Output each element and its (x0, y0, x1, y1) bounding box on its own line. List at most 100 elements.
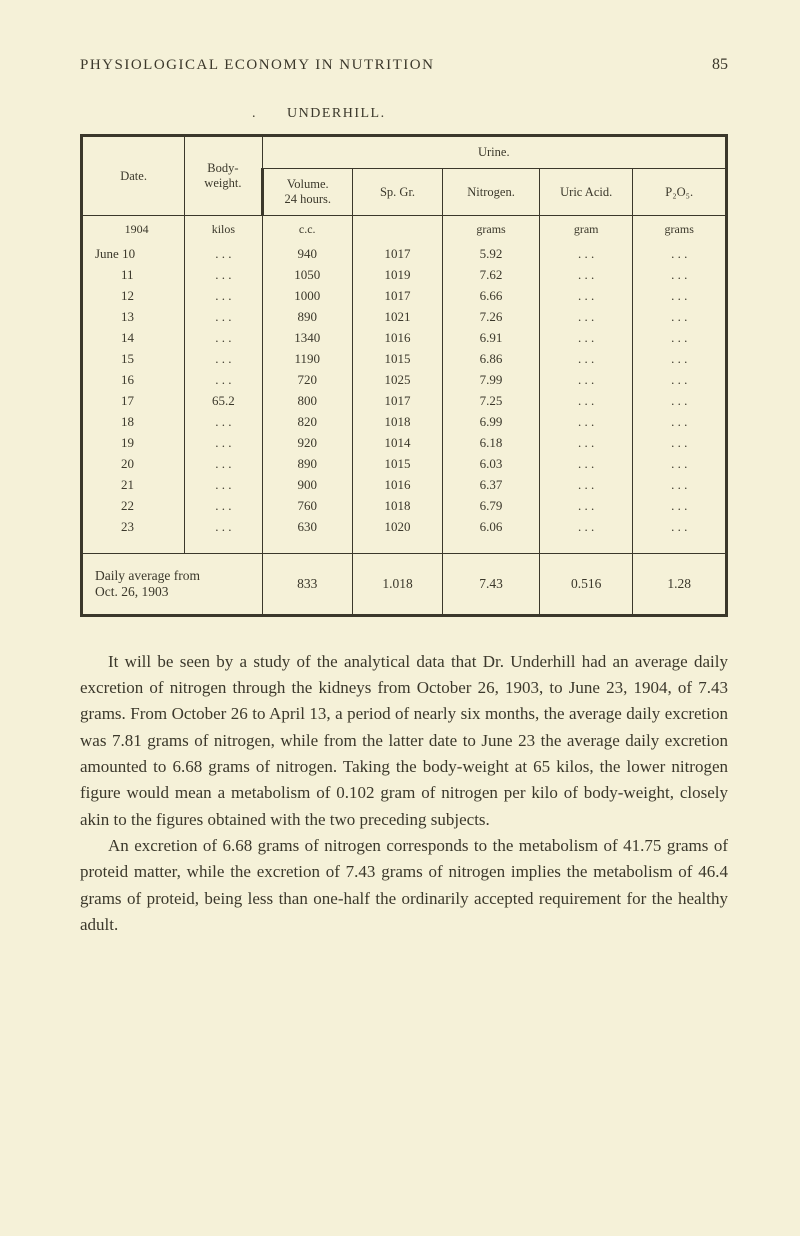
unit-date: 1904 (82, 216, 185, 244)
unit-nit: grams (443, 216, 540, 244)
cell-vol: 890 (262, 453, 352, 474)
cell-date: 16 (82, 369, 185, 390)
cell-p: . . . (633, 495, 727, 516)
cell-vol: 940 (262, 243, 352, 264)
cell-weight: . . . (185, 306, 262, 327)
footer-nit: 7.43 (443, 553, 540, 615)
cell-vol: 920 (262, 432, 352, 453)
cell-nit: 5.92 (443, 243, 540, 264)
cell-vol: 720 (262, 369, 352, 390)
table-row: 18. . .82010186.99. . .. . . (82, 411, 727, 432)
cell-uric: . . . (539, 411, 633, 432)
cell-sp: 1016 (352, 327, 442, 348)
cell-nit: 6.79 (443, 495, 540, 516)
cell-sp: 1015 (352, 348, 442, 369)
table-row: 14. . .134010166.91. . .. . . (82, 327, 727, 348)
cell-uric: . . . (539, 327, 633, 348)
cell-uric: . . . (539, 369, 633, 390)
th-sp-gr: Sp. Gr. (352, 169, 442, 216)
table-row: 19. . .92010146.18. . .. . . (82, 432, 727, 453)
cell-weight: . . . (185, 432, 262, 453)
cell-date: 11 (82, 264, 185, 285)
table-row: 16. . .72010257.99. . .. . . (82, 369, 727, 390)
cell-sp: 1017 (352, 243, 442, 264)
cell-weight: . . . (185, 285, 262, 306)
page-header: PHYSIOLOGICAL ECONOMY IN NUTRITION 85 (80, 56, 728, 74)
footer-p2o5: 1.28 (633, 553, 727, 615)
cell-weight: . . . (185, 348, 262, 369)
cell-nit: 6.06 (443, 516, 540, 537)
cell-p: . . . (633, 306, 727, 327)
cell-p: . . . (633, 264, 727, 285)
th-urine: Urine. (262, 136, 726, 169)
body-paragraph-2: An excretion of 6.68 grams of nitrogen c… (80, 833, 728, 938)
table-row: 12. . .100010176.66. . .. . . (82, 285, 727, 306)
footer-sp: 1.018 (352, 553, 442, 615)
cell-uric: . . . (539, 348, 633, 369)
cell-p: . . . (633, 453, 727, 474)
cell-weight: . . . (185, 474, 262, 495)
footer-label: Daily average from Oct. 26, 1903 (82, 553, 263, 615)
cell-sp: 1018 (352, 411, 442, 432)
cell-uric: . . . (539, 264, 633, 285)
cell-nit: 6.18 (443, 432, 540, 453)
cell-uric: . . . (539, 306, 633, 327)
unit-row: 1904 kilos c.c. grams gram grams (82, 216, 727, 244)
cell-weight: . . . (185, 327, 262, 348)
cell-nit: 7.26 (443, 306, 540, 327)
cell-date: 13 (82, 306, 185, 327)
table-row: 1765.280010177.25. . .. . . (82, 390, 727, 411)
cell-p: . . . (633, 516, 727, 537)
cell-nit: 7.62 (443, 264, 540, 285)
cell-date: 15 (82, 348, 185, 369)
cell-nit: 7.25 (443, 390, 540, 411)
cell-vol: 800 (262, 390, 352, 411)
cell-date: 20 (82, 453, 185, 474)
cell-date: 22 (82, 495, 185, 516)
unit-uric: gram (539, 216, 633, 244)
cell-sp: 1017 (352, 390, 442, 411)
cell-date: June 10 (82, 243, 185, 264)
th-body-weight: Body- weight. (185, 136, 262, 216)
cell-date: 14 (82, 327, 185, 348)
cell-vol: 900 (262, 474, 352, 495)
cell-weight: . . . (185, 495, 262, 516)
cell-p: . . . (633, 432, 727, 453)
cell-p: . . . (633, 285, 727, 306)
table-row: 11. . .105010197.62. . .. . . (82, 264, 727, 285)
table-row: 20. . .89010156.03. . .. . . (82, 453, 727, 474)
cell-weight: . . . (185, 453, 262, 474)
urine-data-table: Date. Body- weight. Urine. Volume. 24 ho… (80, 134, 728, 617)
cell-weight: . . . (185, 264, 262, 285)
table-row: 15. . .119010156.86. . .. . . (82, 348, 727, 369)
cell-uric: . . . (539, 390, 633, 411)
page-number: 85 (712, 56, 728, 74)
table-body: 1904 kilos c.c. grams gram grams June 10… (82, 216, 727, 554)
cell-weight: 65.2 (185, 390, 262, 411)
cell-weight: . . . (185, 411, 262, 432)
cell-vol: 1050 (262, 264, 352, 285)
cell-sp: 1017 (352, 285, 442, 306)
cell-uric: . . . (539, 453, 633, 474)
spacer-row (82, 537, 727, 553)
table-row: 13. . .89010217.26. . .. . . (82, 306, 727, 327)
running-title: PHYSIOLOGICAL ECONOMY IN NUTRITION (80, 57, 434, 74)
table-footer-row: Daily average from Oct. 26, 1903 833 1.0… (82, 553, 727, 615)
cell-date: 12 (82, 285, 185, 306)
cell-sp: 1016 (352, 474, 442, 495)
table-row: 23. . .63010206.06. . .. . . (82, 516, 727, 537)
cell-weight: . . . (185, 369, 262, 390)
body-paragraph-1: It will be seen by a study of the analyt… (80, 649, 728, 833)
th-date: Date. (82, 136, 185, 216)
th-uric-acid: Uric Acid. (539, 169, 633, 216)
cell-vol: 1000 (262, 285, 352, 306)
cell-p: . . . (633, 390, 727, 411)
cell-p: . . . (633, 411, 727, 432)
cell-sp: 1015 (352, 453, 442, 474)
th-p2o5: P₂O₅. (633, 169, 727, 216)
cell-p: . . . (633, 327, 727, 348)
cell-nit: 6.37 (443, 474, 540, 495)
cell-vol: 1190 (262, 348, 352, 369)
table-row: June 10. . .94010175.92. . .. . . (82, 243, 727, 264)
cell-nit: 6.86 (443, 348, 540, 369)
